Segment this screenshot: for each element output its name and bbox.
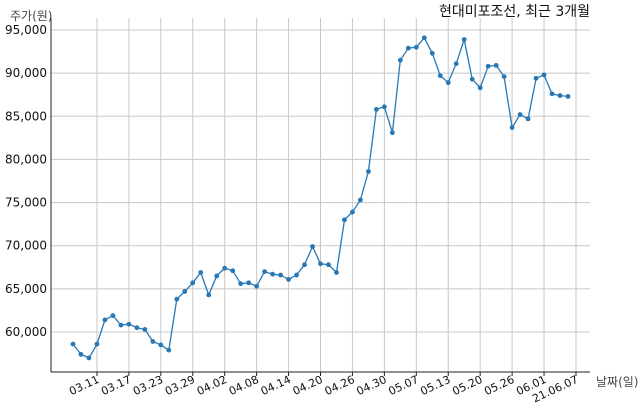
data-point [286,276,291,282]
data-point [222,265,228,271]
x-tick-labels: 03.1103.1703.2303.2904.0204.0804.1404.20… [67,373,580,405]
x-axis-label: 날짜(일) [596,375,638,389]
y-tick-label: 60,000 [5,325,47,339]
x-tick-label: 05.26 [482,373,516,398]
x-tick-label: 04.26 [323,373,357,398]
data-point [118,322,124,328]
x-tick-label: 03.17 [99,373,133,398]
axes [50,18,590,373]
x-tick-label: 04.14 [259,373,293,398]
data-point [493,62,499,68]
y-tick-label: 95,000 [5,23,47,37]
data-point [302,262,307,268]
x-tick-label: 03.11 [67,373,101,398]
data-point [318,261,323,267]
data-point [102,317,108,323]
data-point [166,347,172,353]
x-tick-label: 04.02 [195,373,229,398]
data-point [413,44,419,50]
data-point [230,268,236,274]
data-point [310,244,315,249]
data-point [541,72,547,78]
data-point [453,61,459,67]
data-point [206,292,212,298]
data-point [70,341,76,347]
data-point [294,272,299,278]
data-point [126,321,132,327]
y-tick-label: 85,000 [5,109,47,123]
y-tick-label: 90,000 [5,66,47,80]
data-point [262,269,268,274]
x-tick-label: 05.13 [418,373,452,398]
x-tick-label: 03.23 [131,373,165,398]
data-point [238,281,244,287]
y-tick-label: 80,000 [5,152,47,166]
data-point [190,280,196,286]
data-point [134,325,140,331]
data-point [525,116,531,122]
data-point [94,341,100,347]
y-tick-label: 70,000 [5,239,47,253]
y-tick-label: 65,000 [5,282,47,296]
y-tick-label: 75,000 [5,196,47,210]
data-point [86,355,92,361]
data-point [565,94,571,99]
data-point [78,352,84,357]
data-point [326,262,331,268]
data-point [110,313,116,319]
x-tick-label: 04.08 [227,373,261,398]
data-point [485,63,491,69]
data-point [278,272,283,278]
data-point [557,93,563,98]
data-point [509,125,515,130]
data-point [350,209,355,215]
data-point [373,106,379,112]
data-points [70,35,571,361]
x-tick-label: 05.20 [450,373,484,398]
data-point [158,342,164,348]
data-point [381,104,387,110]
data-point [174,296,180,302]
y-tick-labels: 60,000 65,000 70,000 75,000 80,000 85,000 90,0… [5,23,47,339]
data-point [246,280,252,286]
data-point [342,217,347,223]
data-point [429,50,435,56]
grid-lines [51,18,590,376]
data-point [421,35,427,41]
data-point [198,270,204,275]
data-point [254,283,260,289]
data-point [461,37,467,42]
data-point [334,270,339,275]
y-axis-label: 주가(원) [10,9,52,23]
data-point [358,197,363,203]
x-tick-label: 03.29 [163,373,197,398]
data-point [437,73,443,79]
data-point [182,289,188,294]
x-tick-label: 04.30 [355,373,389,398]
data-point [405,45,411,51]
data-point [533,75,539,81]
data-point [389,130,395,136]
data-point [501,74,507,79]
data-point [214,273,220,279]
data-point [477,85,483,91]
data-point [517,112,523,117]
data-point [142,327,148,332]
data-point [270,271,275,277]
data-point [445,80,451,86]
data-point [150,339,156,344]
x-tick-label: 05.07 [387,373,421,398]
chart-title: 현대미포조선, 최근 3개월 [439,4,590,20]
data-point [397,57,403,63]
data-point [469,76,475,82]
data-point [549,91,555,97]
data-point [366,169,371,174]
x-tick-label: 04.20 [291,373,325,398]
